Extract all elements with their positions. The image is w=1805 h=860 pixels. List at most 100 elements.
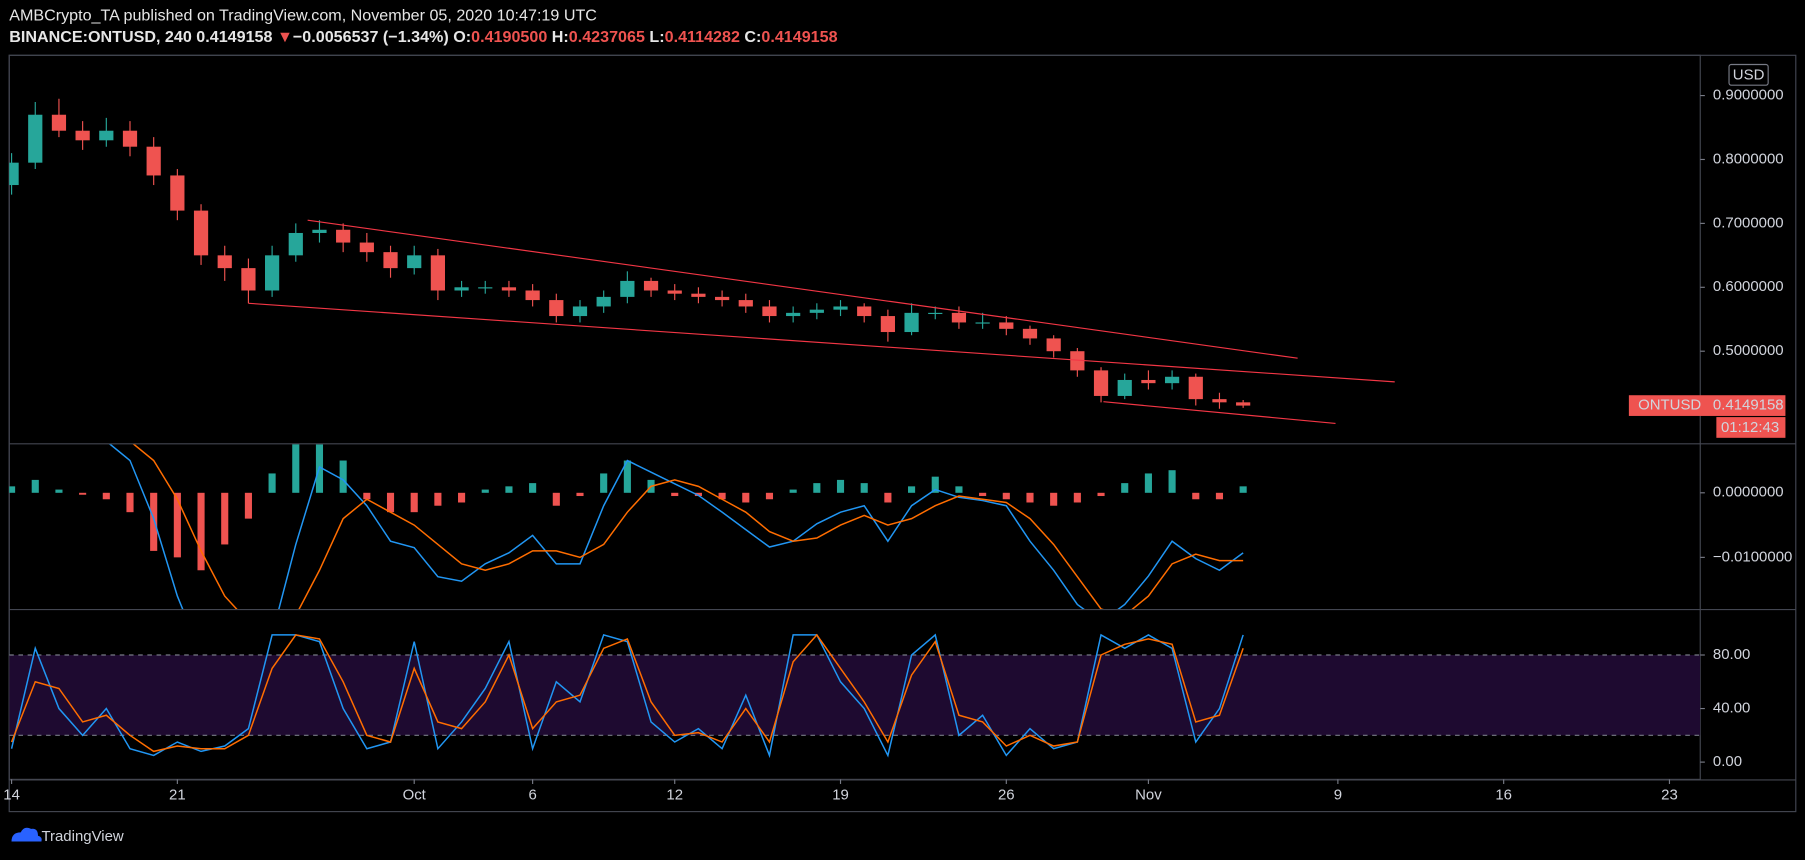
x-tick-label: Oct bbox=[403, 786, 427, 803]
candle-body bbox=[904, 312, 919, 333]
logo-icon bbox=[11, 827, 42, 842]
y-tick-label: −0.0100000 bbox=[1713, 548, 1792, 565]
histogram-bar bbox=[860, 483, 868, 493]
histogram-bar bbox=[1168, 470, 1176, 493]
countdown-box bbox=[1716, 417, 1786, 438]
x-tick-label: 14 bbox=[3, 786, 20, 803]
charts: 14 21 Oct 6 12 19 26 Nov 9 16 23 0.5000000 0.6000000… bbox=[3, 63, 1792, 803]
candle-body bbox=[1212, 399, 1227, 403]
candle-body bbox=[501, 287, 517, 291]
y-tick-label: 0.6000000 bbox=[1713, 278, 1784, 295]
candle-body bbox=[762, 306, 777, 317]
candle-body bbox=[312, 229, 327, 233]
candle-body bbox=[549, 300, 564, 317]
candle-body bbox=[1117, 379, 1132, 396]
candle-body bbox=[288, 232, 303, 256]
candle-body bbox=[620, 280, 635, 297]
candle-body bbox=[407, 255, 422, 269]
line bbox=[109, 444, 1244, 610]
histogram-bar bbox=[908, 486, 916, 493]
histogram-bar bbox=[1215, 492, 1224, 500]
histogram-bar bbox=[671, 492, 679, 497]
y-tick-label: 0.5000000 bbox=[1713, 342, 1784, 359]
y-tick-label: 80.00 bbox=[1713, 646, 1750, 663]
candle-body bbox=[928, 312, 943, 315]
change: −0.0056537 (−1.34%) bbox=[293, 28, 449, 46]
candle-body bbox=[1188, 376, 1203, 400]
histogram-bar bbox=[600, 473, 608, 493]
histogram-bar bbox=[339, 460, 347, 493]
histogram-bar bbox=[742, 492, 750, 503]
candle-body bbox=[383, 252, 398, 269]
candle-body bbox=[525, 290, 540, 301]
histogram-bar bbox=[884, 492, 892, 503]
symbol: BINANCE:ONTUSD, 240 bbox=[9, 28, 192, 46]
candle-body bbox=[809, 309, 824, 313]
histogram-bar bbox=[244, 492, 252, 519]
histogram-bar bbox=[765, 492, 774, 500]
candle-body bbox=[667, 290, 682, 294]
candle-body bbox=[336, 229, 351, 243]
l: 0.4114282 bbox=[665, 28, 740, 46]
pane bbox=[9, 444, 1247, 610]
histogram-bar bbox=[1097, 492, 1105, 497]
line bbox=[10, 633, 1244, 759]
currency: USD bbox=[1733, 66, 1765, 83]
candle-body bbox=[1070, 351, 1085, 371]
symbol-line: BINANCE:ONTUSD, 240 0.4149158 ▼−0.005653… bbox=[9, 28, 837, 46]
histogram-bar bbox=[481, 489, 489, 493]
o-label: O: bbox=[453, 28, 471, 46]
histogram-bar bbox=[1026, 492, 1034, 503]
histogram-bar bbox=[55, 489, 63, 493]
histogram-bar bbox=[410, 492, 418, 513]
x-tick-label: 19 bbox=[832, 786, 849, 803]
histogram-bar bbox=[434, 492, 442, 506]
histogram-bar bbox=[1192, 492, 1200, 500]
histogram-bar bbox=[1121, 483, 1129, 493]
histogram-bar bbox=[197, 492, 205, 571]
histogram-bar bbox=[623, 460, 631, 493]
candle-body bbox=[28, 114, 43, 163]
histogram-bar bbox=[836, 479, 845, 493]
candle-body bbox=[454, 287, 469, 291]
price-tag-value: 0.4149158 bbox=[1713, 397, 1784, 414]
histogram-bar bbox=[931, 476, 939, 493]
candle-body bbox=[643, 280, 659, 291]
candle-body bbox=[596, 296, 611, 307]
histogram-bar bbox=[173, 492, 181, 558]
candle-body bbox=[1022, 328, 1038, 339]
trendline bbox=[307, 219, 1298, 359]
candle-body bbox=[170, 175, 185, 211]
histogram-bar bbox=[979, 492, 987, 497]
x-tick-label: 26 bbox=[998, 786, 1015, 803]
candle-body bbox=[714, 296, 730, 301]
histogram-bar bbox=[150, 492, 158, 551]
histogram-bar bbox=[363, 492, 371, 500]
candle-body bbox=[833, 306, 848, 310]
x-tick-label: Nov bbox=[1135, 786, 1162, 803]
band bbox=[9, 655, 1701, 736]
y-tick-label: 0.7000000 bbox=[1713, 214, 1784, 231]
brand: TradingView bbox=[41, 828, 123, 845]
candle-body bbox=[975, 322, 990, 324]
price-tag-ticker: ONTUSD bbox=[1638, 397, 1701, 414]
candle-body bbox=[51, 114, 67, 131]
line bbox=[10, 633, 1244, 753]
candle-body bbox=[122, 130, 138, 147]
candle-body bbox=[9, 162, 19, 186]
candle-body bbox=[193, 210, 209, 256]
candle-body bbox=[75, 130, 90, 141]
h-label: H: bbox=[552, 28, 569, 46]
publisher-line: AMBCrypto_TA published on TradingView.co… bbox=[9, 6, 597, 24]
h: 0.4237065 bbox=[569, 28, 645, 46]
histogram-bar bbox=[9, 486, 16, 493]
histogram-bar bbox=[386, 492, 395, 513]
l-label: L: bbox=[649, 28, 664, 46]
candle-body bbox=[359, 242, 374, 253]
histogram-bar bbox=[458, 492, 466, 503]
histogram-bar bbox=[718, 492, 726, 500]
price-tag bbox=[1628, 395, 1786, 416]
histogram-bar bbox=[102, 492, 110, 500]
